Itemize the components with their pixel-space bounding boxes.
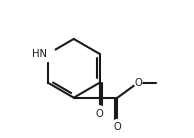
Circle shape — [134, 79, 142, 87]
Text: O: O — [96, 109, 104, 119]
Text: HN: HN — [32, 49, 47, 59]
Circle shape — [96, 106, 104, 114]
Circle shape — [40, 47, 55, 62]
Text: O: O — [114, 122, 121, 132]
Text: O: O — [134, 78, 142, 88]
Circle shape — [113, 120, 122, 128]
